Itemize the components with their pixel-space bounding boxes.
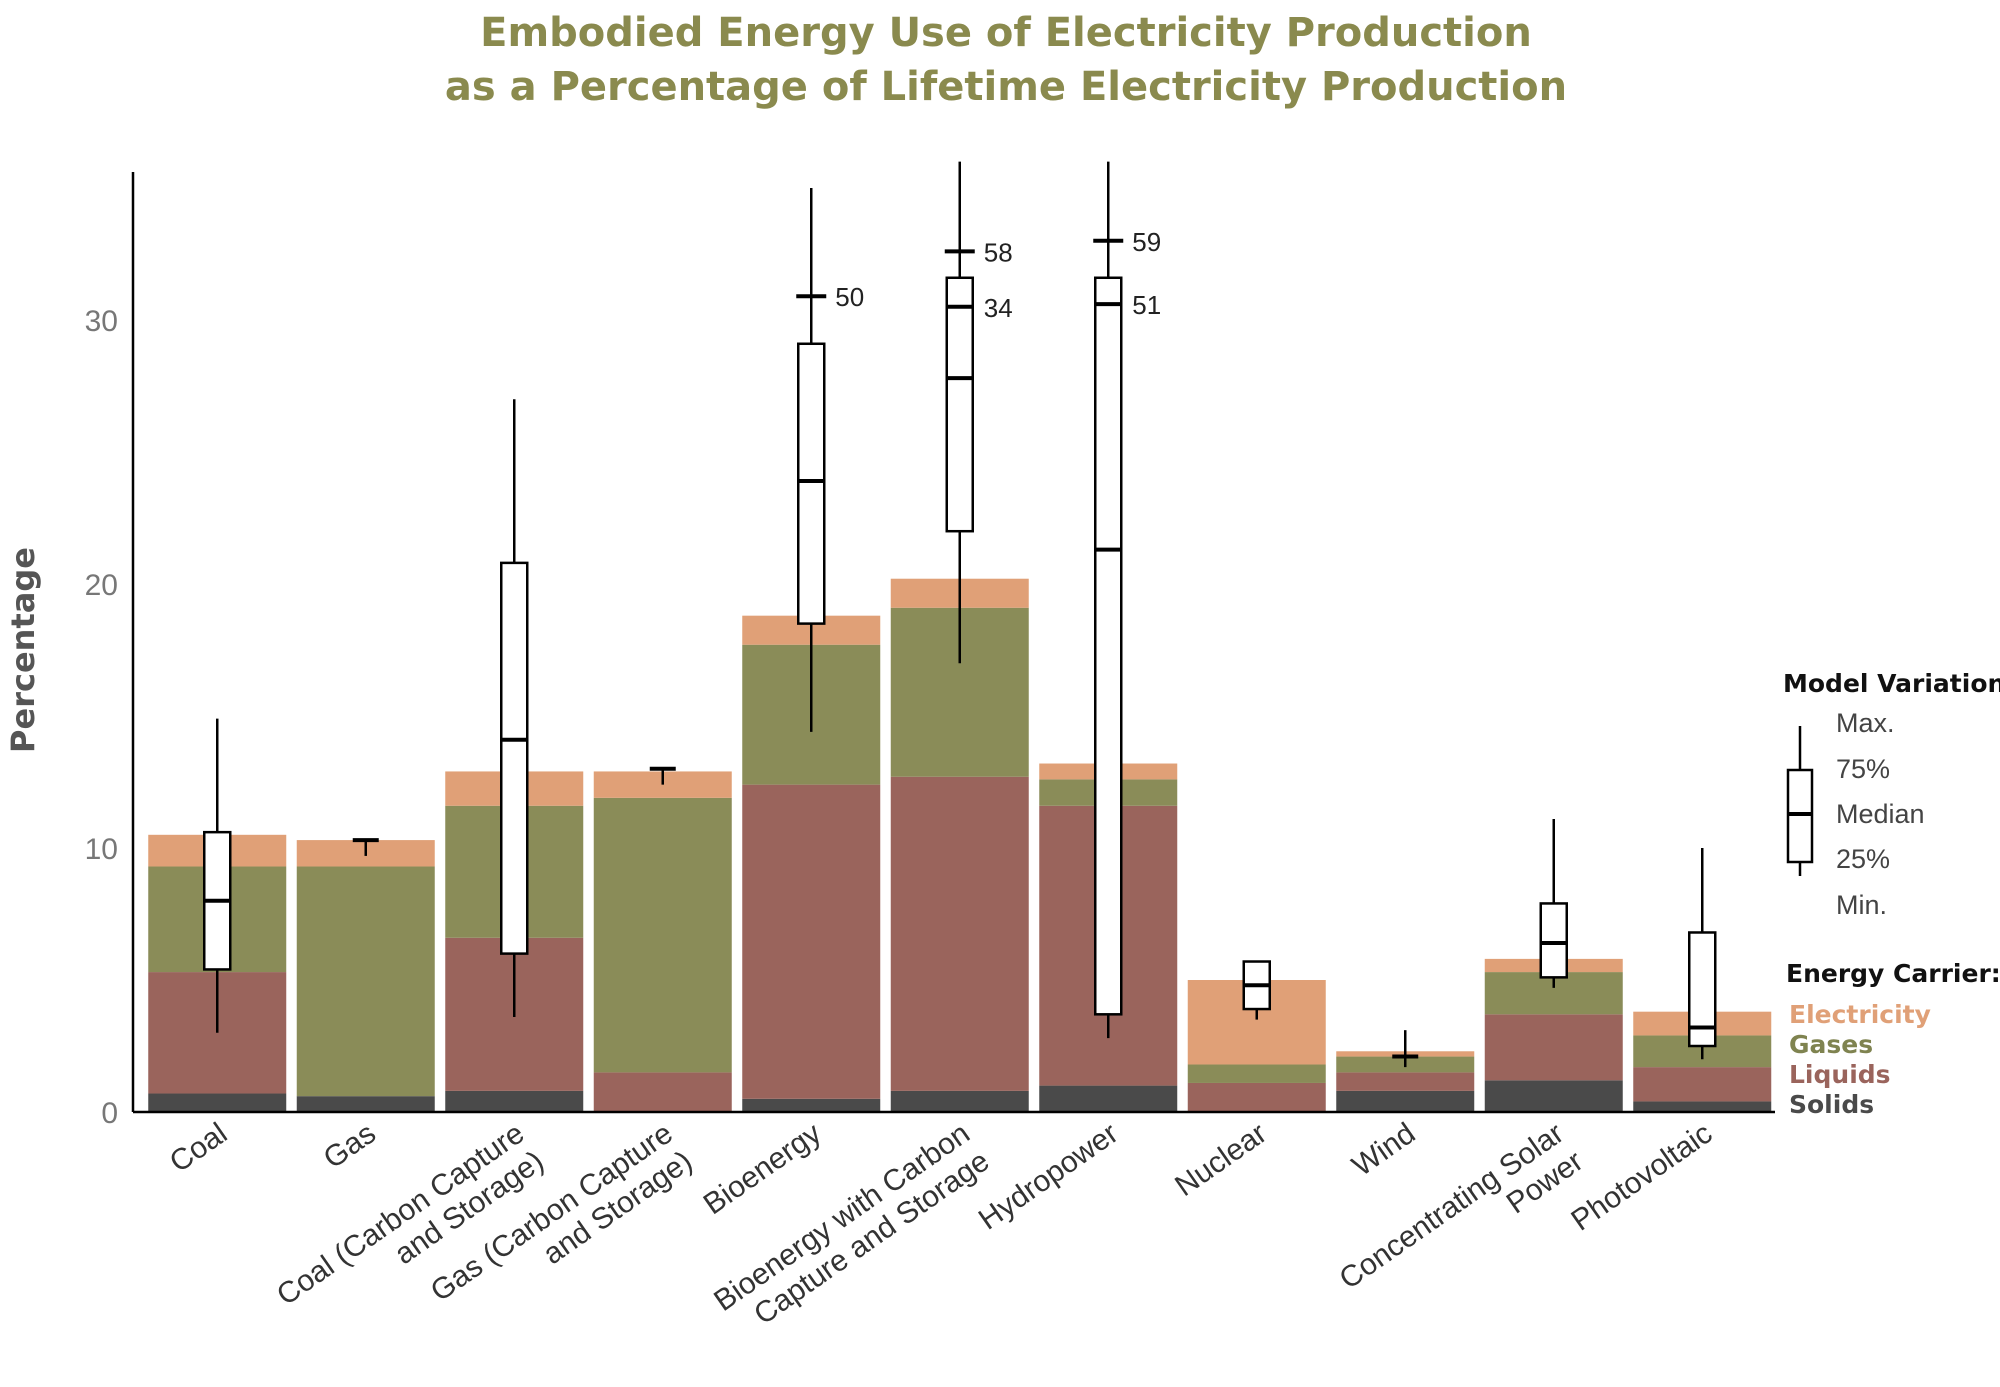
box — [945, 276, 974, 533]
legend-carrier-solids: Solids — [1789, 1090, 1874, 1119]
max-value-label: 59 — [1132, 227, 1161, 257]
x-tick-label-line: Coal — [164, 1117, 233, 1179]
bar-segment-gases — [593, 797, 732, 1073]
x-tick-label-line: Hydropower — [973, 1117, 1124, 1237]
x-tick-label-line: Nuclear — [1169, 1117, 1273, 1203]
bar-segment-liquids — [1187, 1082, 1326, 1112]
x-tick-label: Coal — [164, 1117, 233, 1179]
x-tick-label: Wind — [1346, 1117, 1421, 1183]
legend-model-item: Median — [1836, 799, 1925, 829]
y-tick-label: 30 — [85, 305, 118, 338]
boxplot — [649, 766, 676, 785]
legend: Model Variation: Max. 75% Median 25% Min. Ener… — [1783, 669, 2000, 1119]
x-tick-label: Gas — [318, 1117, 382, 1176]
bar-segment-solids — [148, 1093, 287, 1112]
x-tick-label: Nuclear — [1169, 1117, 1273, 1203]
boxplot — [1093, 161, 1124, 1039]
x-tick-label: Hydropower — [973, 1117, 1124, 1237]
bar-segment-solids — [445, 1090, 584, 1112]
x-tick-label: Bioenergy with CarbonCapture and Storage — [708, 1117, 995, 1346]
axes: 0 10 20 30 Percentage — [4, 172, 1775, 1130]
bar-segment-liquids — [593, 1072, 732, 1112]
box — [1539, 902, 1568, 979]
boxplot — [944, 161, 975, 664]
chart-title: Embodied Energy Use of Electricity Produ… — [445, 10, 1567, 110]
x-tick-label-line: Bioenergy with Carbon — [708, 1117, 976, 1318]
q3-value-label: 34 — [984, 293, 1013, 323]
legend-model-item: Min. — [1836, 890, 1887, 920]
bar-segment-liquids — [890, 776, 1029, 1091]
x-tick-label-line: Bioenergy — [698, 1117, 828, 1222]
y-tick-label: 20 — [85, 569, 118, 602]
bar-segment-solids — [296, 1096, 435, 1112]
y-axis-label: Percentage — [4, 547, 42, 753]
chart-title-line: as a Percentage of Lifetime Electricity … — [445, 64, 1567, 110]
legend-carrier-electricity: Electricity — [1789, 1000, 1931, 1029]
boxplot — [1392, 1030, 1419, 1068]
bar-segment-solids — [890, 1090, 1029, 1112]
x-tick-label: Bioenergy — [698, 1117, 828, 1222]
legend-model-item: 75% — [1836, 754, 1890, 784]
bar-segment-solids — [1633, 1101, 1772, 1112]
legend-model-item: Max. — [1836, 708, 1895, 738]
boxplot — [500, 399, 529, 1017]
bar-segment-solids — [1336, 1090, 1475, 1112]
legend-model-item: 25% — [1836, 844, 1890, 874]
legend-carrier-gases: Gases — [1789, 1030, 1873, 1059]
legend-model-title: Model Variation: — [1783, 669, 2000, 698]
max-value-label: 50 — [835, 282, 864, 312]
boxplot — [1688, 848, 1717, 1060]
bar-segment-solids — [742, 1098, 881, 1112]
box — [500, 561, 529, 955]
boxplot — [352, 838, 379, 856]
legend-carrier-liquids: Liquids — [1789, 1060, 1891, 1089]
bar-segment-gases — [296, 866, 435, 1097]
boxplots — [203, 161, 1717, 1068]
box — [1094, 276, 1123, 1016]
bar-segment-liquids — [1633, 1067, 1772, 1102]
bar-segment-solids — [1039, 1085, 1178, 1112]
y-tick-label: 10 — [85, 833, 118, 866]
x-tick-label-line: Coal (Carbon Capture — [271, 1117, 530, 1312]
bar-segment-gases — [1187, 1064, 1326, 1083]
max-value-label: 58 — [984, 237, 1013, 267]
x-tick-label-line: Wind — [1346, 1117, 1421, 1183]
bar-segment-liquids — [742, 784, 881, 1099]
boxplot — [203, 718, 232, 1033]
chart-title-line: Embodied Energy Use of Electricity Produ… — [480, 10, 1532, 56]
bar-segment-solids — [1484, 1080, 1623, 1112]
boxplot — [1539, 818, 1568, 988]
bar-segment-liquids — [1336, 1072, 1475, 1091]
boxplot — [796, 188, 827, 732]
outlier-annotations: 50 58 34 59 51 — [835, 227, 1161, 323]
q3-value-label: 51 — [1132, 290, 1161, 320]
x-tick-label-line: Photovoltaic — [1565, 1117, 1718, 1238]
y-tick-label: 0 — [101, 1097, 118, 1130]
legend-carrier-title: Energy Carrier: — [1786, 959, 2000, 988]
boxplot — [1242, 960, 1271, 1020]
box — [797, 342, 826, 625]
x-tick-label: Photovoltaic — [1565, 1117, 1718, 1238]
bar-segment-liquids — [1484, 1014, 1623, 1081]
x-tick-label-line: Gas — [318, 1117, 382, 1176]
